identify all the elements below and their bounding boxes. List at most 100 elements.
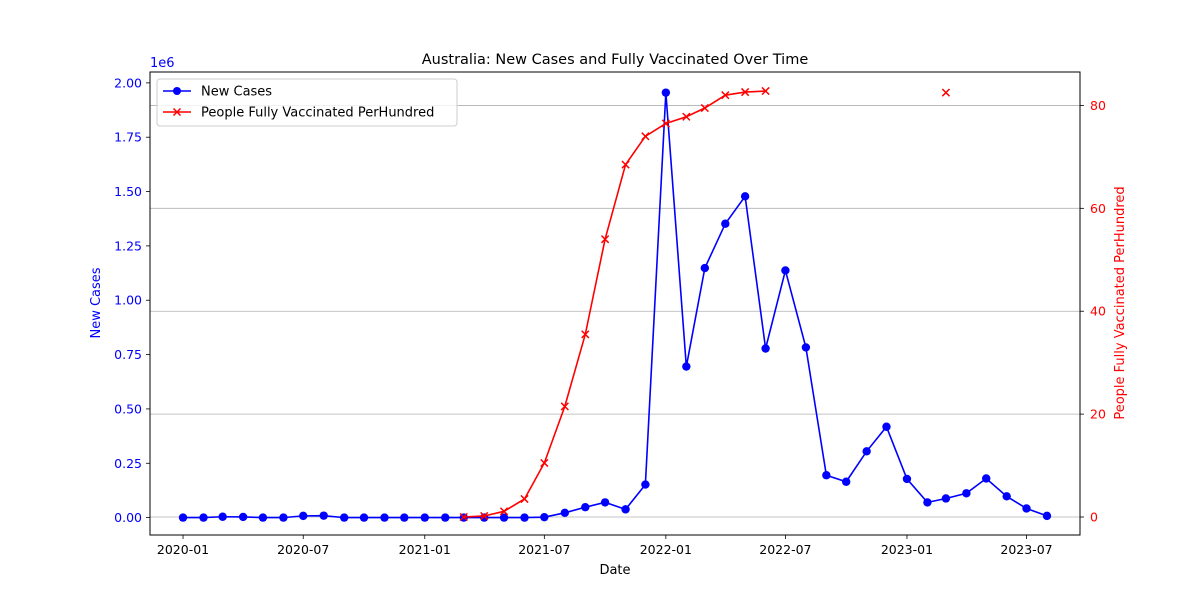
y-left-tick-label: 0.25	[114, 456, 142, 471]
data-point	[661, 88, 671, 97]
series-2	[941, 88, 951, 97]
data-point	[862, 447, 871, 456]
series-line	[463, 90, 766, 518]
y-right-tick-label: 0	[1090, 509, 1098, 524]
data-point	[641, 132, 650, 141]
data-point	[700, 263, 710, 273]
data-point	[218, 512, 227, 521]
y-left-tick-label: 0.50	[114, 401, 142, 416]
x-tick-label: 2023-01	[881, 542, 933, 557]
series-0	[178, 88, 1052, 522]
x-tick-label: 2021-01	[399, 542, 451, 557]
data-point	[761, 86, 770, 96]
data-point	[581, 330, 590, 339]
x-tick-label: 2023-07	[1000, 542, 1052, 557]
plot-area-frame	[149, 71, 1081, 536]
data-point	[801, 343, 811, 352]
y-left-tick-label: 1.50	[114, 184, 142, 199]
x-axis-label: Date	[599, 563, 630, 578]
x-tick-label: 2022-07	[759, 542, 811, 557]
y-axis-left-multiplier: 1e6	[150, 56, 175, 71]
data-point	[199, 513, 208, 522]
data-point	[339, 513, 349, 522]
series-layer	[178, 86, 1052, 522]
data-point	[499, 513, 509, 522]
legend-box	[156, 78, 458, 127]
data-point	[581, 502, 590, 512]
data-point	[560, 402, 569, 411]
data-point	[982, 474, 991, 483]
y-left-tick-label: 1.75	[114, 130, 142, 145]
data-point	[540, 458, 549, 468]
data-point	[941, 494, 951, 503]
series-1	[459, 86, 770, 522]
data-point	[621, 160, 630, 169]
x-tick-label: 2021-07	[518, 542, 570, 557]
data-point	[480, 511, 489, 521]
chart-title: Australia: New Cases and Fully Vaccinate…	[422, 52, 809, 68]
data-point	[459, 512, 468, 522]
data-point	[279, 513, 288, 522]
legend-vacc-label: People Fully Vaccinated PerHundred	[201, 106, 434, 121]
data-point	[600, 235, 610, 244]
data-point	[621, 505, 630, 514]
data-point	[781, 266, 790, 275]
legend-cases-marker	[173, 87, 181, 95]
y-axis-label-right: People Fully Vaccinated PerHundred	[1113, 186, 1128, 419]
y-right-tick-label: 20	[1090, 407, 1106, 422]
x-tick-label: 2020-07	[277, 542, 329, 557]
data-point	[700, 103, 709, 113]
gridlines	[150, 105, 1080, 518]
data-point	[882, 422, 891, 431]
data-point	[941, 88, 951, 97]
y-left-tick-label: 1.00	[114, 293, 142, 308]
y-left-tick-label: 1.25	[114, 238, 142, 253]
data-point	[721, 91, 730, 100]
data-point	[400, 513, 409, 522]
data-point	[520, 513, 529, 522]
data-point	[441, 513, 450, 522]
y-right-tick-label: 40	[1090, 304, 1106, 319]
data-point	[540, 512, 549, 522]
data-point	[740, 87, 750, 97]
legend-vacc-marker	[172, 107, 182, 117]
data-point	[721, 219, 730, 228]
data-point	[661, 119, 670, 128]
data-point	[258, 513, 268, 522]
data-point	[178, 513, 188, 522]
data-point	[682, 362, 691, 371]
data-point	[902, 474, 912, 484]
y-left-tick-label: 0.00	[114, 510, 142, 525]
data-point	[1042, 511, 1052, 521]
data-point	[841, 477, 851, 486]
data-point	[380, 513, 389, 522]
y-right-tick-label: 60	[1090, 201, 1106, 216]
data-point	[822, 471, 831, 480]
y-left-tick-label: 2.00	[114, 75, 142, 90]
x-tick-label: 2020-01	[157, 542, 209, 557]
data-point	[761, 344, 770, 353]
axes-layer: 0 20 40 60 80 0.00 0.25 0.50 0.75 1.00 1.25 1.50 1.7…	[114, 75, 1106, 557]
y-axis-label-left: New Cases	[89, 267, 104, 338]
data-point	[641, 480, 650, 489]
data-point	[923, 498, 932, 507]
legend: New Cases People Fully Vaccinated PerHun…	[156, 78, 458, 127]
data-point	[560, 508, 570, 518]
data-point	[682, 112, 691, 121]
data-point	[600, 498, 610, 507]
data-point	[359, 513, 369, 522]
legend-cases-label: New Cases	[201, 85, 272, 100]
data-point	[420, 513, 429, 522]
data-point	[238, 512, 248, 522]
data-point	[1002, 492, 1011, 501]
data-point	[499, 507, 509, 516]
data-point	[740, 192, 750, 201]
data-point	[520, 494, 529, 504]
data-point	[319, 511, 328, 520]
data-point	[962, 489, 971, 498]
y-right-tick-label: 80	[1090, 98, 1106, 113]
y-left-tick-label: 0.75	[114, 347, 142, 362]
series-line	[183, 92, 1048, 519]
